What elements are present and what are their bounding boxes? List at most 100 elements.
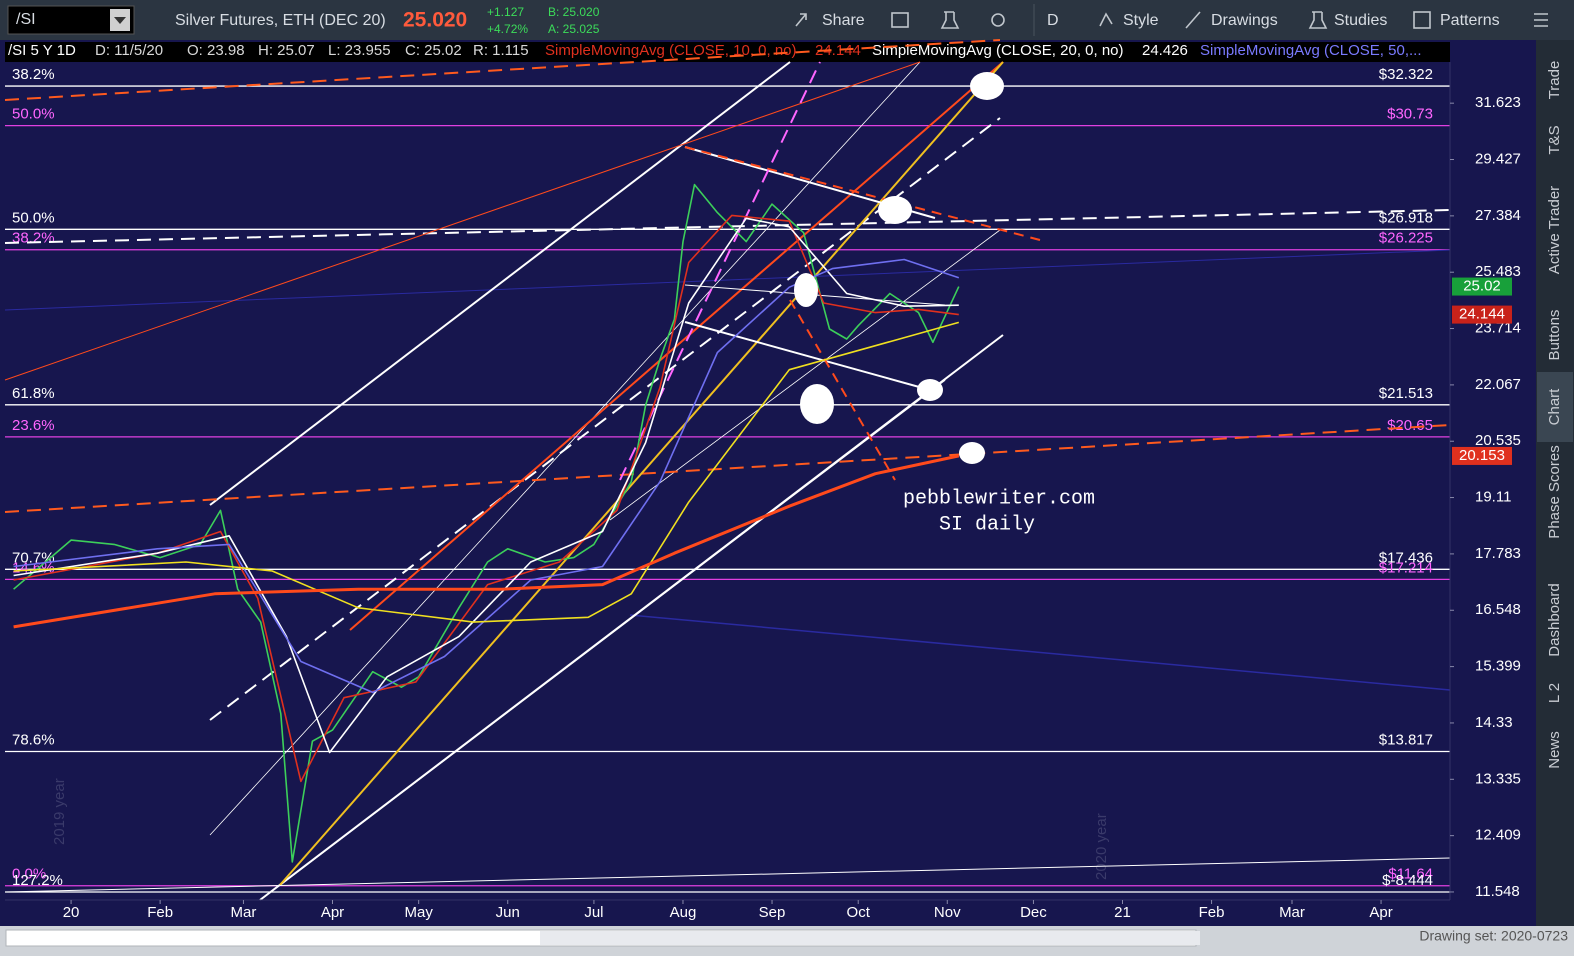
x-tick-label: Dec — [1020, 904, 1047, 921]
x-tick-label: Oct — [847, 904, 871, 921]
toolbar-button[interactable]: Share — [822, 12, 865, 29]
sidebar-tab[interactable]: News — [1546, 731, 1563, 769]
price-badge — [1452, 277, 1512, 296]
dropdown-arrow — [114, 17, 126, 24]
watermark: 2020 year — [1093, 813, 1110, 880]
sidebar-tab[interactable]: Phase Scores — [1546, 445, 1563, 538]
x-tick-label: Aug — [670, 904, 697, 921]
toolbar-button[interactable]: Studies — [1334, 12, 1387, 29]
annotation: pebblewriter.com — [903, 487, 1095, 510]
fib-price: $17.436 — [1379, 549, 1433, 566]
y-tick-label: 22.067 — [1475, 376, 1521, 393]
fib-ratio: 50.0% — [12, 209, 55, 226]
fib-ratio: 61.8% — [12, 385, 55, 402]
ohlc-high: H: 25.07 — [258, 42, 315, 59]
sidebar-tab[interactable]: Trade — [1546, 61, 1563, 100]
y-tick-label: 20.535 — [1475, 432, 1521, 449]
price-series — [13, 183, 960, 863]
series-line — [13, 454, 960, 629]
x-tick-label: Apr — [321, 904, 344, 921]
x-tick-label: Mar — [231, 904, 257, 921]
y-tick-label: 29.427 — [1475, 150, 1521, 167]
x-tick-label: 20 — [63, 904, 80, 921]
x-tick-label: May — [405, 904, 434, 921]
sidebar-tab[interactable]: Buttons — [1546, 310, 1563, 361]
x-tick-label: Apr — [1369, 904, 1392, 921]
fib-ratio: 38.2% — [12, 66, 55, 83]
toolbar-button[interactable]: Patterns — [1440, 12, 1500, 29]
watermark: 2019 year — [51, 778, 68, 845]
study-value: 24.144 — [815, 42, 861, 59]
fib-price: $26.225 — [1379, 230, 1433, 247]
sidebar-tab[interactable]: Dashboard — [1546, 583, 1563, 656]
x-tick-label: Feb — [1199, 904, 1225, 921]
sidebar-tab[interactable]: Active Trader — [1546, 186, 1563, 274]
x-tick-label: Mar — [1279, 904, 1305, 921]
x-tick-label: Nov — [934, 904, 961, 921]
series-line — [13, 214, 959, 783]
x-tick-label: Feb — [147, 904, 173, 921]
bid: B: 25.020 — [548, 5, 600, 19]
y-tick-label: 12.409 — [1475, 827, 1521, 844]
y-tick-label: 13.335 — [1475, 770, 1521, 787]
scroll-thumb[interactable] — [540, 931, 1200, 945]
y-tick-label: 14.33 — [1475, 714, 1513, 731]
toolbar-button[interactable]: Drawings — [1211, 12, 1278, 29]
y-tick-label: 23.714 — [1475, 320, 1521, 337]
active-tab — [1537, 372, 1573, 442]
status-text: Drawing set: 2020-0723 — [1419, 928, 1568, 944]
axes: 31.623 29.427 27.384 25.483 23.714 22.067 20.5… — [63, 94, 1521, 921]
ohlc-low: L: 23.955 — [328, 42, 391, 59]
annotation: SI daily — [939, 513, 1035, 536]
ohlc-open: O: 23.98 — [187, 42, 245, 59]
chart-symbol: /SI 5 Y 1D — [8, 42, 76, 59]
y-tick-label: 19.11 — [1475, 489, 1511, 506]
ask: A: 25.025 — [548, 22, 600, 36]
x-tick-label: Jul — [584, 904, 603, 921]
fib-price: $26.918 — [1379, 209, 1433, 226]
sidebar-tab[interactable]: Chart — [1546, 388, 1563, 426]
sidebar-tabs: Trade T&S Active Trader Buttons Chart Phase S… — [1546, 61, 1563, 769]
sidebar-tab[interactable]: L 2 — [1546, 683, 1563, 703]
series-line — [13, 321, 960, 623]
fib-price: $21.513 — [1379, 385, 1433, 402]
study-label: SimpleMovingAvg (CLOSE, 20, 0, no) — [872, 42, 1124, 59]
ohlc-close: C: 25.02 — [405, 42, 462, 59]
fib-price: $13.817 — [1379, 731, 1433, 748]
fib-price: $11.64 — [1388, 866, 1433, 883]
net-change: +1.127 — [487, 5, 524, 19]
last-price: 25.020 — [403, 9, 467, 32]
fib-levels: 38.2% $32.322 50.0% $30.73 50.0% $26.918 38.2%… — [5, 66, 1450, 893]
fib-ratio: 38.2% — [12, 230, 55, 247]
toolbar-button[interactable]: Style — [1123, 12, 1159, 29]
price-badge — [1452, 305, 1512, 324]
fib-ratio: 78.6% — [12, 731, 55, 748]
series-line — [13, 183, 960, 863]
price-badge — [1452, 446, 1512, 465]
fib-price: $20.65 — [1387, 417, 1433, 434]
fib-ratio: 0.0% — [12, 866, 46, 883]
symbol[interactable]: /SI — [16, 11, 36, 28]
toolbar — [0, 0, 1574, 40]
fib-price: $30.73 — [1387, 106, 1433, 123]
fib-ratio: 50.0% — [12, 106, 55, 123]
toolbar-button[interactable]: D — [1047, 12, 1059, 29]
study-label: SimpleMovingAvg (CLOSE, 10, 0, no) — [545, 42, 797, 59]
sidebar-tab[interactable]: T&S — [1546, 125, 1563, 154]
y-tick-label: 25.483 — [1475, 263, 1521, 280]
y-tick-label: 27.384 — [1475, 207, 1521, 224]
y-tick-label: 17.783 — [1475, 545, 1521, 562]
price-badge-label: 25.02 — [1463, 278, 1501, 295]
ohlc-date: D: 11/5/20 — [95, 42, 163, 59]
y-tick-label: 15.399 — [1475, 658, 1521, 675]
fib-price: $32.322 — [1379, 66, 1433, 83]
x-tick-label: Sep — [759, 904, 786, 921]
fib-ratio: 127.2% — [12, 872, 63, 889]
series-line — [13, 258, 960, 694]
toolbar-icons — [795, 11, 1548, 29]
trend-drawings — [4, 39, 1451, 901]
y-tick-label: 11.548 — [1475, 883, 1520, 900]
price-badge-label: 24.144 — [1459, 306, 1505, 323]
